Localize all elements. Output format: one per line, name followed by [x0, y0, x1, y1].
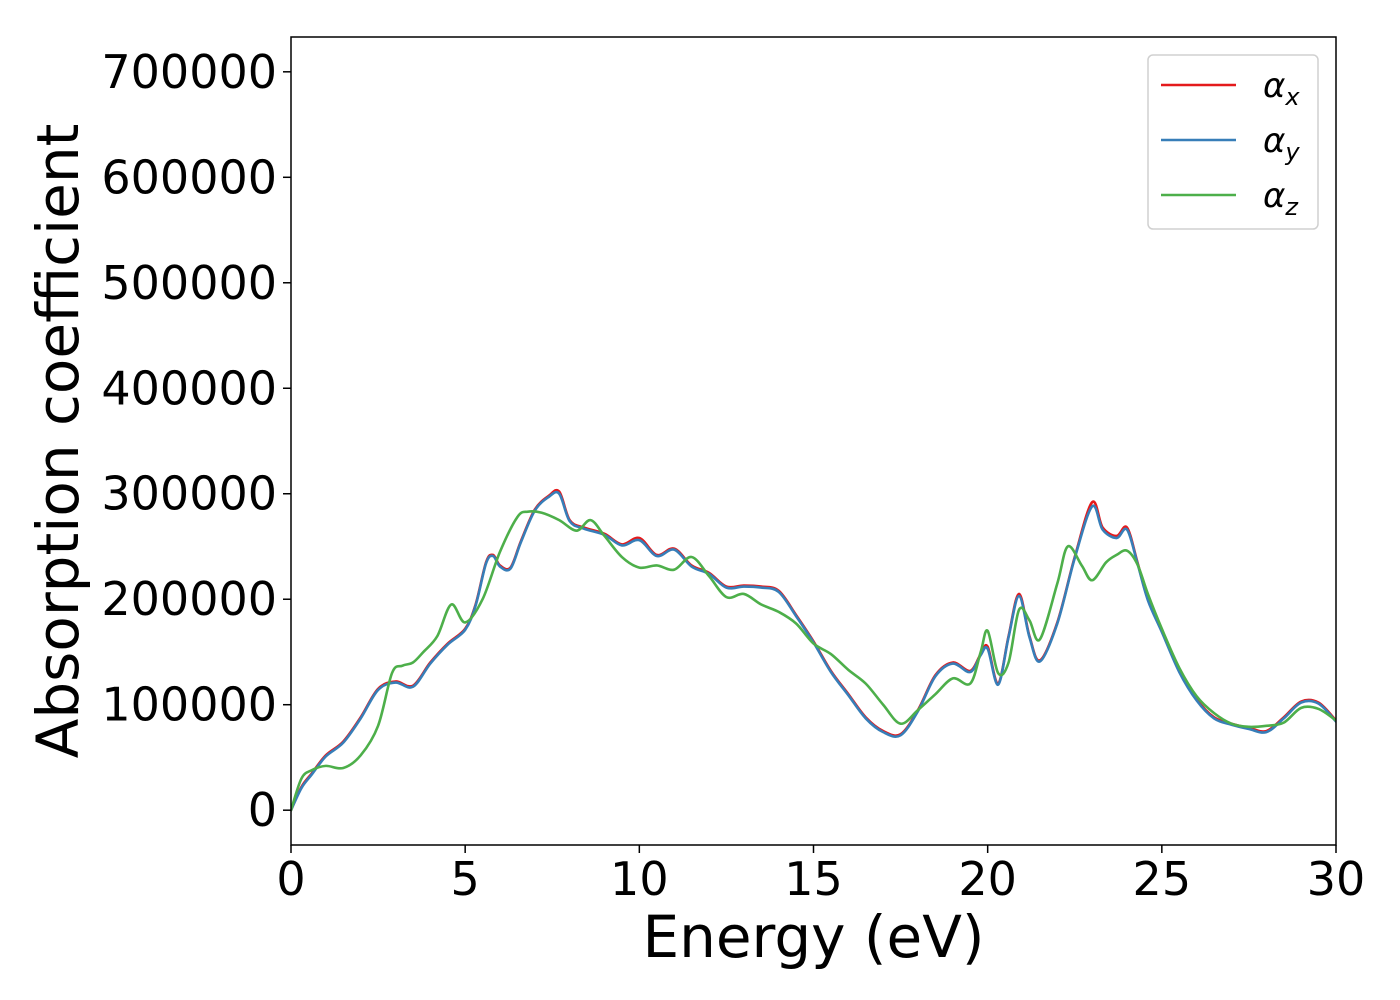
- x-tick-label: 15: [784, 852, 843, 906]
- series-line-alpha-z: [291, 510, 1336, 812]
- legend: αx αy αz: [1147, 54, 1319, 230]
- y-axis-label: Absorption coefficient: [24, 124, 92, 759]
- y-tick-label: 700000: [101, 45, 277, 99]
- x-axis-label: Energy (eV): [642, 903, 984, 971]
- y-tick-label: 400000: [101, 361, 277, 415]
- y-axis-ticks: 0 100000 200000 300000 400000 500000 600000 700…: [101, 45, 291, 837]
- legend-entry-alpha-z: αz: [1263, 176, 1299, 221]
- x-tick-label: 25: [1133, 852, 1192, 906]
- y-tick-label: 0: [248, 783, 277, 837]
- y-tick-label: 300000: [101, 467, 277, 521]
- series-layer: [291, 488, 1336, 812]
- x-axis-ticks: 0 5 10 15 20 25 30: [276, 845, 1365, 906]
- legend-entry-alpha-x: αx: [1263, 66, 1300, 111]
- series-line-alpha-y: [291, 490, 1336, 812]
- y-tick-label: 200000: [101, 572, 277, 626]
- legend-entry-alpha-y: αy: [1263, 121, 1300, 166]
- y-tick-label: 600000: [101, 150, 277, 204]
- x-tick-label: 10: [610, 852, 669, 906]
- x-tick-label: 5: [451, 852, 480, 906]
- x-tick-label: 0: [276, 852, 305, 906]
- legend-box: [1147, 54, 1319, 230]
- series-line-alpha-x: [291, 488, 1336, 812]
- x-tick-label: 20: [958, 852, 1017, 906]
- x-tick-label: 30: [1307, 852, 1366, 906]
- y-tick-label: 500000: [101, 256, 277, 310]
- y-tick-label: 100000: [101, 678, 277, 732]
